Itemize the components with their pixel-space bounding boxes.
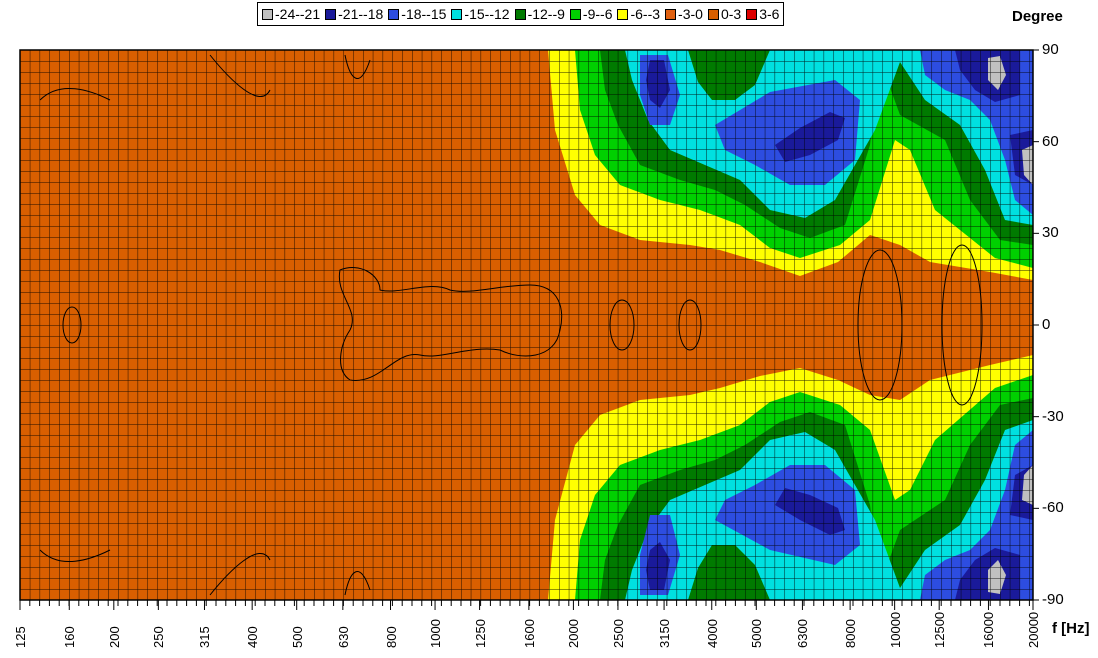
x-tick-label: 2000 <box>566 619 582 648</box>
x-tick-label: 6300 <box>795 619 811 648</box>
y-tick-label: -60 <box>1042 499 1064 517</box>
legend-label: -21--18 <box>338 6 384 22</box>
legend-label: -3-0 <box>678 6 703 22</box>
x-tick-label: 160 <box>62 626 78 648</box>
x-tick-label: 12500 <box>932 611 948 648</box>
x-tick-label: 2500 <box>610 619 626 648</box>
x-tick-marks <box>19 600 1034 610</box>
y-tick-label: 90 <box>1042 41 1059 58</box>
y-axis-label: Degree <box>1012 8 1063 25</box>
legend-item: -12--9 <box>514 6 565 22</box>
x-tick-label: 400 <box>245 626 261 648</box>
legend: -24--21 -21--18 -18--15 -15--12 -12--9 -9--6 -… <box>257 2 785 26</box>
legend-label: -6--3 <box>630 6 661 22</box>
plot-area <box>20 50 1033 600</box>
x-tick-label: 800 <box>383 626 399 648</box>
legend-swatch <box>569 8 581 20</box>
x-tick-label: 500 <box>289 626 305 648</box>
legend-item: -21--18 <box>325 6 383 22</box>
y-tick-marks <box>1033 49 1039 601</box>
x-tick-label: 10000 <box>887 611 903 648</box>
legend-swatch <box>707 8 719 20</box>
x-tick-label: 5000 <box>749 619 765 648</box>
legend-swatch <box>388 8 400 20</box>
legend-swatch <box>262 8 273 20</box>
legend-item: -15--12 <box>451 6 510 22</box>
x-tick-label: 200 <box>106 626 122 648</box>
y-tick-label: 0 <box>1042 316 1051 333</box>
legend-item: 3-6 <box>746 6 779 22</box>
x-axis-label: f [Hz] <box>1052 620 1090 637</box>
legend-item: 0-3 <box>707 6 742 22</box>
legend-label: 0-3 <box>720 6 742 22</box>
legend-item: -24--21 <box>262 6 320 22</box>
legend-swatch <box>665 8 677 20</box>
legend-item: -9--6 <box>569 6 613 22</box>
legend-item: -6--3 <box>617 6 660 22</box>
x-tick-label: 1250 <box>472 619 488 648</box>
legend-label: -24--21 <box>275 6 321 22</box>
legend-label: 3-6 <box>759 6 780 22</box>
x-tick-label: 630 <box>335 626 351 648</box>
x-tick-label: 8000 <box>843 619 859 648</box>
x-tick-label: 1600 <box>521 619 537 648</box>
x-tick-label: 20000 <box>1026 611 1041 648</box>
y-tick-label: -90 <box>1042 591 1064 608</box>
legend-item: -18--15 <box>388 6 446 22</box>
y-tick-label: 30 <box>1042 224 1059 242</box>
legend-item: -3-0 <box>665 6 703 22</box>
legend-swatch <box>325 8 337 20</box>
x-tick-label: 3150 <box>657 619 673 648</box>
x-tick-label: 250 <box>151 626 167 648</box>
x-tick-label: 16000 <box>981 611 997 648</box>
y-tick-label: 60 <box>1042 132 1059 150</box>
x-tick-label: 4000 <box>704 619 720 648</box>
legend-swatch <box>617 8 629 20</box>
x-tick-label: 315 <box>197 626 213 648</box>
x-tick-label: 125 <box>13 626 28 648</box>
legend-label: -9--6 <box>582 6 613 22</box>
legend-swatch <box>451 8 463 20</box>
legend-label: -15--12 <box>464 6 510 22</box>
legend-label: -12--9 <box>527 6 565 22</box>
legend-swatch <box>746 8 758 20</box>
legend-label: -18--15 <box>401 6 447 22</box>
legend-swatch <box>514 8 526 20</box>
y-tick-label: -30 <box>1042 407 1064 425</box>
x-tick-label: 1000 <box>428 619 444 648</box>
